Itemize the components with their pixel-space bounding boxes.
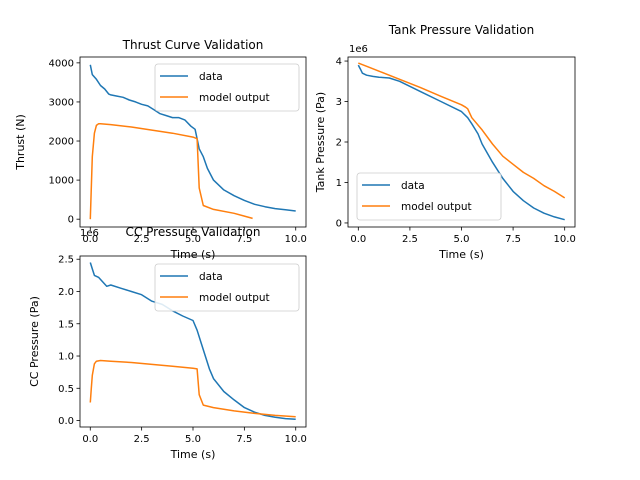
cc-x-axis-label: Time (s) [170, 448, 216, 461]
cc-legend-box [154, 263, 300, 312]
tank-series-model-output-line [358, 62, 566, 199]
cc-x-tick-label: 5.0 [185, 434, 201, 445]
tank-series-data-line [357, 64, 565, 221]
tank-title: Tank Pressure Validation [388, 23, 534, 37]
thrust-y-tick-label: 3000 [49, 97, 74, 108]
tank-x-tick-label: 7.5 [505, 234, 521, 245]
tank-y-tick-label: 4 [336, 57, 342, 68]
cc-y-tick-label: 0.5 [58, 384, 74, 395]
cc-x-tick-label: 0.0 [82, 434, 98, 445]
thrust-legend-label-model-output: model output [199, 92, 270, 104]
cc-exponent-label: 1e6 [80, 228, 99, 239]
tank-legend: data model output [356, 172, 502, 221]
thrust-series-data-line [89, 64, 296, 212]
cc-title: CC Pressure Validation [126, 225, 261, 239]
thrust-y-tick-label: 4000 [49, 58, 74, 69]
tank-x-tick-label: 5.0 [454, 234, 470, 245]
thrust-x-tick-label: 7.5 [236, 234, 252, 245]
tank-exponent-label: 1e6 [349, 44, 368, 55]
tank-y-tick-label: 3 [336, 97, 342, 108]
cc-y-tick-label: 2.0 [58, 287, 74, 298]
thrust-y-tick-label: 0 [68, 215, 74, 226]
cc-series-data-line [89, 262, 296, 421]
thrust-chart: 0.0 2.5 5.0 7.5 10.0 0 1000 2000 3000 4000 Time (s… [14, 38, 307, 261]
thrust-legend-label-data: data [199, 71, 223, 83]
tank-legend-box [356, 172, 502, 221]
cc-y-tick-label: 1.5 [58, 319, 74, 330]
cc-x-tick-label: 2.5 [134, 434, 150, 445]
thrust-x-tick-label: 10.0 [285, 234, 307, 245]
tank-x-tick-label: 0.0 [350, 234, 366, 245]
cc-y-tick-label: 1.0 [58, 352, 74, 363]
cc-x-tick-label: 7.5 [236, 434, 252, 445]
tank-chart: 0.0 2.5 5.0 7.5 10.0 0 1 2 3 4 Time (s) Tank Pressu… [314, 23, 576, 261]
cc-legend-label-data: data [199, 271, 223, 283]
tank-x-tick-label: 2.5 [402, 234, 418, 245]
cc-y-tick-label: 2.5 [58, 255, 74, 266]
tank-x-tick-label: 10.0 [554, 234, 576, 245]
tank-y-tick-label: 0 [336, 218, 342, 229]
thrust-y-tick-label: 2000 [49, 137, 74, 148]
thrust-x-tick-label: 0.0 [82, 234, 98, 245]
tank-y-axis-label: Tank Pressure (Pa) [314, 92, 327, 193]
cc-chart: 0.0 2.5 5.0 7.5 10.0 0.0 0.5 1.0 1.5 2.0 2.5 Time (… [28, 225, 307, 461]
thrust-x-tick-label: 2.5 [134, 234, 150, 245]
tank-y-tick-label: 1 [336, 178, 342, 189]
thrust-x-tick-label: 5.0 [185, 234, 201, 245]
thrust-legend: data model output [154, 63, 300, 112]
tank-y-tick-label: 2 [336, 138, 342, 149]
thrust-title: Thrust Curve Validation [122, 38, 264, 52]
cc-x-tick-label: 10.0 [285, 434, 307, 445]
tank-x-axis-label: Time (s) [438, 248, 484, 261]
cc-legend: data model output [154, 263, 300, 312]
tank-legend-label-model-output: model output [401, 201, 472, 213]
thrust-y-tick-label: 1000 [49, 176, 74, 187]
cc-legend-label-model-output: model output [199, 292, 270, 304]
thrust-legend-box [154, 63, 300, 112]
tank-legend-label-data: data [401, 180, 425, 192]
thrust-y-axis-label: Thrust (N) [14, 114, 27, 171]
cc-y-axis-label: CC Pressure (Pa) [28, 296, 41, 387]
cc-y-tick-label: 0.0 [58, 416, 74, 427]
thrust-x-axis-label: Time (s) [170, 248, 216, 261]
thrust-series-model-output-line [89, 123, 253, 220]
cc-series-model-output-line [89, 359, 296, 418]
